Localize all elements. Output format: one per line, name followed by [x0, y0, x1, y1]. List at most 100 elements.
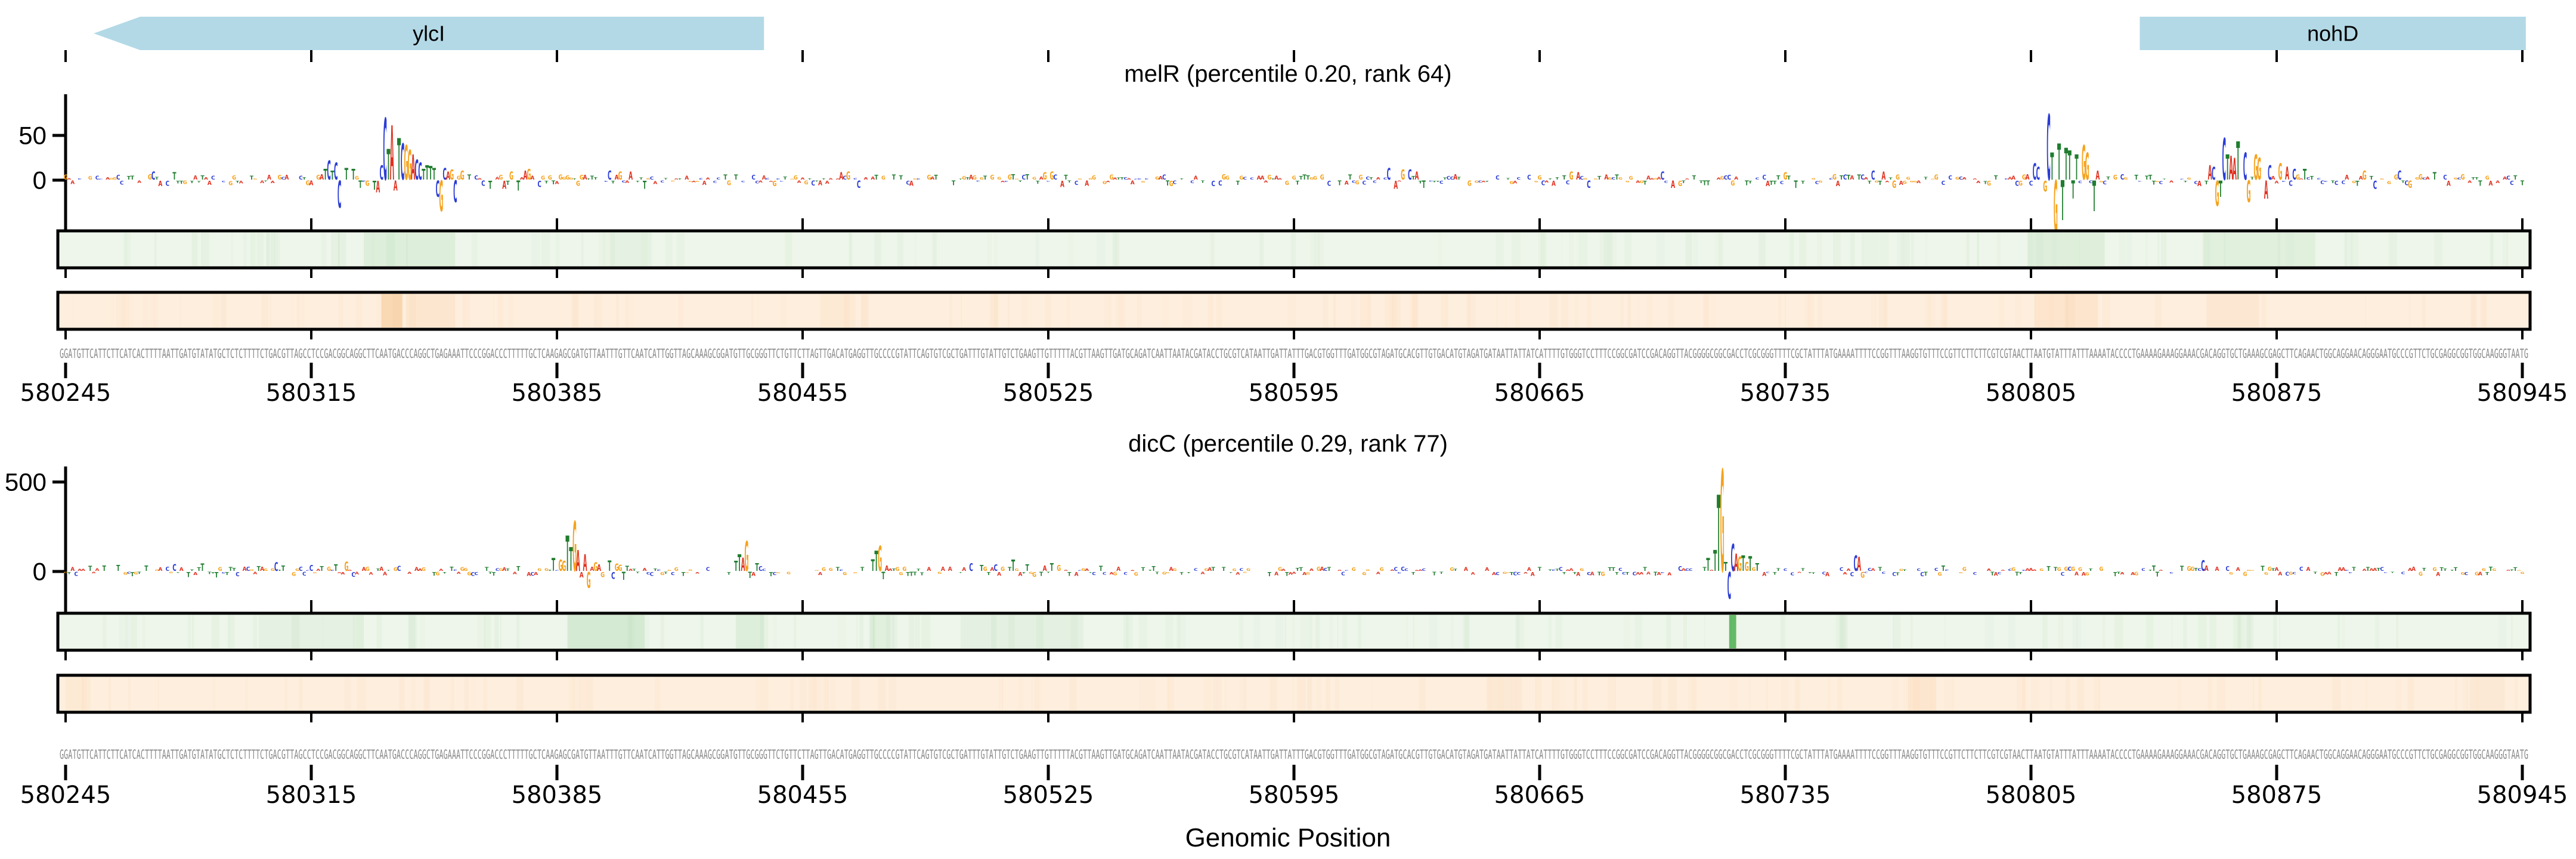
logo-letter-G: G: [776, 572, 780, 574]
x-tick-label: 580385: [512, 781, 603, 809]
logo-letter-T: T: [677, 178, 682, 180]
logo-letter-G: G: [2064, 566, 2069, 573]
logo-letter-G: G: [2278, 159, 2282, 185]
heatmap-texture: [450, 677, 454, 710]
heatmap-texture: [1587, 294, 1591, 327]
logo-letter-C: C: [481, 180, 485, 188]
logo-letter-A: A: [316, 569, 321, 572]
logo-letter-G: G: [794, 174, 798, 181]
logo-letter-T: T: [1801, 568, 1805, 572]
logo-letter-G: G: [1267, 174, 1271, 181]
heatmap-texture: [1112, 233, 1119, 266]
heatmap-texture: [1045, 294, 1052, 327]
heatmap-texture: [1254, 615, 1261, 648]
logo-letter-A: A: [1850, 174, 1854, 181]
logo-letter-G: G: [123, 571, 128, 576]
logo-letter-T: T: [130, 175, 134, 181]
heatmap-texture: [990, 615, 996, 648]
logo-letter-C: C: [2032, 159, 2036, 185]
logo-letter-T: T: [632, 569, 636, 571]
logo-letter-G: G: [2215, 174, 2219, 214]
heatmap-texture: [1903, 677, 1905, 710]
logo-letter-G: G: [843, 571, 847, 576]
logo-letter-T: T: [1025, 173, 1029, 181]
logo-letter-A: A: [580, 571, 584, 579]
heatmap-texture: [813, 677, 821, 710]
x-axis-tick: [1046, 363, 1050, 378]
logo-letter-A: A: [1018, 571, 1023, 577]
heatmap-texture: [1139, 677, 1147, 710]
logo-letter-T: T: [330, 169, 335, 184]
logo-letter-A: A: [1531, 571, 1535, 577]
logo-letter-G: G: [846, 169, 850, 183]
logo-letter-T: T: [2151, 180, 2156, 186]
logo-letter-T: T: [1896, 571, 1900, 576]
logo-letter-G: G: [1509, 180, 1513, 185]
logo-letter-G: G: [2492, 568, 2497, 571]
strip-tick: [801, 650, 804, 660]
logo-letter-C: C: [1078, 570, 1082, 571]
logo-letter-A: A: [1274, 175, 1279, 181]
logo-letter-T: T: [2450, 570, 2454, 571]
heatmap-texture: [212, 677, 215, 710]
logo-letter-A: A: [1278, 178, 1283, 180]
logo-letter-C: C: [211, 174, 215, 181]
logo-letter-A: A: [2436, 571, 2441, 577]
heatmap-texture: [1513, 233, 1521, 266]
logo-letter-T: T: [1021, 572, 1026, 574]
strip-tick: [2030, 650, 2032, 660]
heatmap-texture: [1549, 615, 1552, 648]
logo-letter-G: G: [2475, 571, 2479, 576]
logo-letter-C: C: [2004, 178, 2008, 180]
logo-letter-G: G: [1001, 566, 1005, 573]
logo-letter-G: G: [439, 172, 443, 221]
logo-letter-A: A: [2299, 178, 2304, 180]
logo-letter-T: T: [934, 174, 938, 181]
logo-letter-C: C: [976, 181, 980, 183]
heatmap-texture: [330, 233, 340, 266]
logo-letter-C: C: [165, 180, 169, 188]
heatmap-texture: [1582, 677, 1588, 710]
logo-letter-A: A: [520, 177, 525, 181]
logo-letter-G: G: [355, 176, 359, 181]
logo-letter-T: T: [586, 178, 590, 180]
logo-letter-A: A: [628, 169, 633, 183]
heatmap-texture: [1871, 233, 1880, 266]
logo-letter-T: T: [1983, 180, 1987, 185]
heatmap-texture: [1337, 615, 1339, 648]
logo-letter-C: C: [397, 564, 401, 573]
logo-letter-A: A: [2411, 566, 2416, 573]
logo-letter-G: G: [1745, 560, 1749, 575]
logo-letter-G: G: [1078, 178, 1082, 180]
strip-tick: [1538, 712, 1541, 722]
logo-letter-A: A: [1337, 570, 1342, 571]
logo-letter-T: T: [569, 542, 573, 579]
logo-letter-C: C: [1516, 177, 1521, 181]
heatmap-band: [2027, 233, 2105, 266]
heatmap-texture: [2466, 677, 2469, 710]
logo-letter-C: C: [1401, 566, 1405, 573]
x-axis-tick: [2029, 765, 2033, 780]
logo-letter-A: A: [70, 180, 75, 185]
logo-letter-C: C: [334, 157, 338, 185]
heatmap-band: [1729, 615, 1736, 648]
heatmap-texture: [477, 615, 481, 648]
heatmap-texture: [1600, 233, 1606, 266]
heatmap-texture: [922, 615, 931, 648]
logo-letter-G: G: [2229, 571, 2234, 575]
logo-letter-G: G: [63, 572, 67, 574]
heatmap-texture: [1900, 233, 1903, 266]
logo-letter-T: T: [783, 176, 787, 181]
heatmap-texture: [1116, 294, 1123, 327]
logo-letter-T: T: [2439, 567, 2444, 572]
heatmap-texture: [2273, 615, 2277, 648]
heatmap-texture: [2332, 677, 2341, 710]
heatmap-texture: [1368, 294, 1371, 327]
logo-letter-T: T: [1615, 571, 1620, 576]
logo-letter-A: A: [1194, 174, 1199, 181]
heatmap-texture: [179, 294, 181, 327]
logo-letter-A: A: [758, 181, 763, 184]
logo-letter-C: C: [2169, 572, 2174, 574]
logo-letter-C: C: [2036, 164, 2040, 184]
logo-letter-C: C: [1327, 180, 1331, 188]
